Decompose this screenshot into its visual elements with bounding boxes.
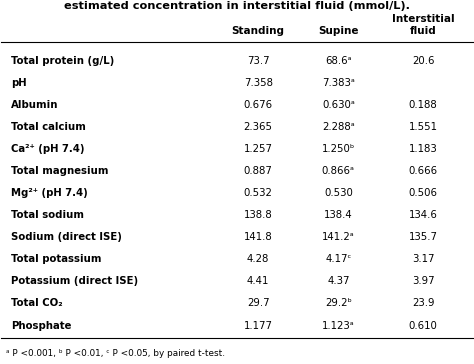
Text: 2.288ᵃ: 2.288ᵃ	[322, 122, 355, 132]
Text: Total protein (g/L): Total protein (g/L)	[11, 56, 114, 66]
Text: 0.676: 0.676	[244, 100, 273, 110]
Text: 3.97: 3.97	[412, 276, 435, 286]
Text: 4.28: 4.28	[247, 254, 269, 264]
Text: Albumin: Albumin	[11, 100, 58, 110]
Text: 138.4: 138.4	[324, 210, 353, 220]
Text: 0.506: 0.506	[409, 188, 438, 198]
Text: pH: pH	[11, 78, 27, 88]
Text: 138.8: 138.8	[244, 210, 273, 220]
Text: 0.610: 0.610	[409, 321, 438, 331]
Text: Potassium (direct ISE): Potassium (direct ISE)	[11, 276, 138, 286]
Text: Mg²⁺ (pH 7.4): Mg²⁺ (pH 7.4)	[11, 188, 88, 198]
Text: 4.17ᶜ: 4.17ᶜ	[325, 254, 351, 264]
Text: Total CO₂: Total CO₂	[11, 298, 63, 309]
Text: 2.365: 2.365	[244, 122, 273, 132]
Text: 1.551: 1.551	[409, 122, 438, 132]
Text: 29.7: 29.7	[247, 298, 270, 309]
Text: 7.358: 7.358	[244, 78, 273, 88]
Text: Ca²⁺ (pH 7.4): Ca²⁺ (pH 7.4)	[11, 144, 84, 154]
Text: 4.41: 4.41	[247, 276, 269, 286]
Text: Total magnesium: Total magnesium	[11, 166, 109, 176]
Text: 23.9: 23.9	[412, 298, 434, 309]
Text: 141.2ᵃ: 141.2ᵃ	[322, 232, 355, 242]
Text: 0.188: 0.188	[409, 100, 438, 110]
Text: Standing: Standing	[232, 25, 285, 36]
Text: 1.257: 1.257	[244, 144, 273, 154]
Text: 20.6: 20.6	[412, 56, 434, 66]
Text: Total potassium: Total potassium	[11, 254, 101, 264]
Text: Phosphate: Phosphate	[11, 321, 71, 331]
Text: 29.2ᵇ: 29.2ᵇ	[325, 298, 352, 309]
Text: 141.8: 141.8	[244, 232, 273, 242]
Text: 134.6: 134.6	[409, 210, 438, 220]
Text: Total sodium: Total sodium	[11, 210, 84, 220]
Text: 1.123ᵃ: 1.123ᵃ	[322, 321, 355, 331]
Text: 73.7: 73.7	[247, 56, 270, 66]
Text: 1.250ᵇ: 1.250ᵇ	[322, 144, 355, 154]
Text: Interstitial
fluid: Interstitial fluid	[392, 14, 455, 36]
Text: 0.887: 0.887	[244, 166, 273, 176]
Text: 68.6ᵃ: 68.6ᵃ	[325, 56, 352, 66]
Text: 0.666: 0.666	[409, 166, 438, 176]
Text: 1.183: 1.183	[409, 144, 438, 154]
Text: 4.37: 4.37	[327, 276, 349, 286]
Text: ᵃ P <0.001, ᵇ P <0.01, ᶜ P <0.05, by paired t-test.: ᵃ P <0.001, ᵇ P <0.01, ᶜ P <0.05, by pai…	[6, 349, 225, 358]
Text: Supine: Supine	[318, 25, 358, 36]
Text: estimated concentration in interstitial fluid (mmol/L).: estimated concentration in interstitial …	[64, 1, 410, 11]
Text: 135.7: 135.7	[409, 232, 438, 242]
Text: Sodium (direct ISE): Sodium (direct ISE)	[11, 232, 122, 242]
Text: 0.630ᵃ: 0.630ᵃ	[322, 100, 355, 110]
Text: 1.177: 1.177	[244, 321, 273, 331]
Text: Total calcium: Total calcium	[11, 122, 86, 132]
Text: 0.866ᵃ: 0.866ᵃ	[322, 166, 355, 176]
Text: 0.532: 0.532	[244, 188, 273, 198]
Text: 3.17: 3.17	[412, 254, 434, 264]
Text: 7.383ᵃ: 7.383ᵃ	[322, 78, 355, 88]
Text: 0.530: 0.530	[324, 188, 353, 198]
